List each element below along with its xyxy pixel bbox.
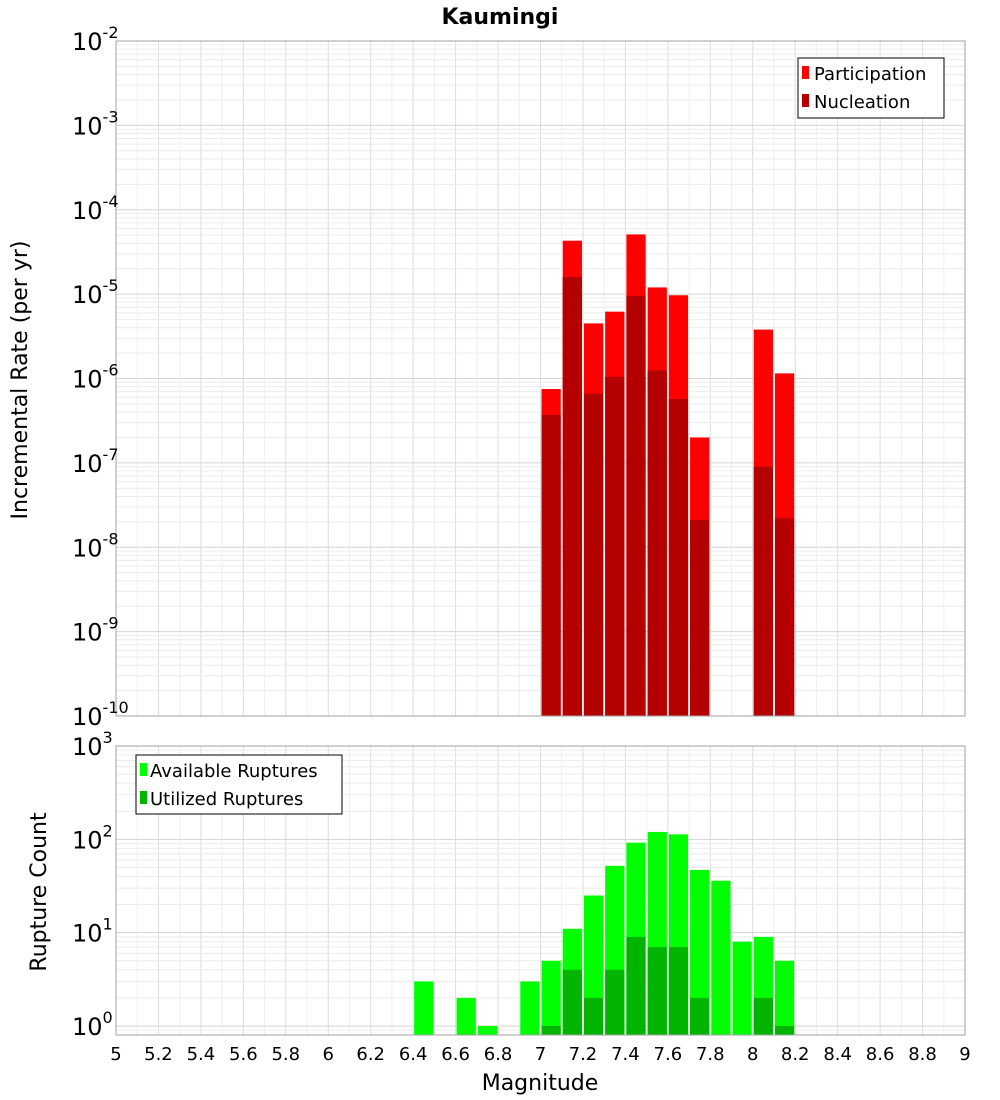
count-panel: 100 101 102 103 Rupture Count Available Rup… bbox=[27, 728, 971, 1096]
rate-bar-series2 bbox=[753, 466, 773, 716]
rate-y-tick-label: 10-2 bbox=[72, 23, 119, 56]
rate-bar-series2 bbox=[647, 370, 667, 716]
x-tick-label: 5.2 bbox=[144, 1044, 173, 1065]
x-tick-label: 6.8 bbox=[484, 1044, 513, 1065]
count-bar-series2 bbox=[583, 997, 604, 1035]
rate-bar-series2 bbox=[562, 276, 582, 716]
rate-y-tick-label: 10-6 bbox=[72, 361, 119, 394]
count-bar-series2 bbox=[626, 936, 646, 1035]
x-axis-label: Magnitude bbox=[482, 1071, 599, 1096]
legend-label-utilized: Utilized Ruptures bbox=[150, 789, 303, 810]
rate-y-tick-label: 10-8 bbox=[72, 529, 119, 562]
count-bar-series2 bbox=[690, 997, 710, 1035]
count-legend-box bbox=[135, 754, 343, 815]
x-tick-label: 7 bbox=[535, 1044, 546, 1065]
legend-swatch-participation bbox=[802, 66, 809, 79]
rate-legend: Participation Nucleation bbox=[797, 57, 945, 119]
rate-y-tick-label: 10-3 bbox=[72, 107, 119, 140]
rate-bar-series2 bbox=[541, 414, 561, 716]
x-tick-label: 8.8 bbox=[908, 1044, 937, 1065]
count-bar-series2 bbox=[647, 947, 667, 1035]
x-tick-label: 5 bbox=[110, 1044, 121, 1065]
legend-label-available: Available Ruptures bbox=[150, 761, 318, 782]
x-tick-label: 8.6 bbox=[866, 1044, 895, 1065]
rate-y-tick-label: 10-10 bbox=[72, 698, 129, 731]
rate-y-tick-labels: 10-10 10-9 10-8 10-7 10-6 10-5 10-4 10-3 10-2 bbox=[72, 23, 129, 731]
x-tick-label: 6.4 bbox=[399, 1044, 428, 1065]
x-tick-label: 8 bbox=[747, 1044, 758, 1065]
x-tick-label: 5.6 bbox=[229, 1044, 258, 1065]
rate-bar-series2 bbox=[626, 296, 646, 716]
count-bar-series2 bbox=[605, 969, 625, 1035]
x-tick-label: 8.2 bbox=[781, 1044, 810, 1065]
legend-swatch-utilized bbox=[140, 791, 147, 804]
x-tick-label: 5.8 bbox=[271, 1044, 300, 1065]
x-tick-label: 7.8 bbox=[696, 1044, 725, 1065]
count-bar-series1 bbox=[414, 981, 434, 1035]
x-tick-label: 6 bbox=[323, 1044, 334, 1065]
count-bars bbox=[414, 831, 795, 1035]
rate-y-axis-label: Incremental Rate (per yr) bbox=[8, 241, 33, 520]
count-bar-series2 bbox=[774, 1025, 795, 1035]
x-tick-labels: 5 5.2 5.4 5.6 5.8 6 6.2 6.4 6.6 6.8 7 7.2 7.4 7.6 7.8 8… bbox=[110, 1044, 970, 1065]
rate-bar-series2 bbox=[583, 393, 604, 716]
x-tick-label: 8.4 bbox=[823, 1044, 852, 1065]
x-tick-label: 7.6 bbox=[654, 1044, 683, 1065]
count-plot-border bbox=[115, 745, 966, 1036]
rate-y-tick-label: 10-4 bbox=[72, 192, 119, 225]
count-y-tick-labels: 100 101 102 103 bbox=[72, 728, 113, 1041]
rate-y-tick-label: 10-9 bbox=[72, 614, 119, 647]
count-bar-series1 bbox=[477, 1025, 498, 1035]
rate-bar-series2 bbox=[605, 376, 625, 716]
count-bar-series1 bbox=[711, 880, 731, 1035]
chart-title: Kaumingi bbox=[442, 5, 559, 30]
rate-bar-series2 bbox=[690, 520, 710, 716]
count-bar-series1 bbox=[732, 941, 752, 1035]
count-y-tick-label: 100 bbox=[72, 1008, 113, 1041]
rate-bar-series2 bbox=[668, 399, 689, 716]
x-tick-label: 6.2 bbox=[356, 1044, 385, 1065]
rate-bar-series2 bbox=[774, 518, 795, 716]
count-bar-series1 bbox=[456, 997, 476, 1035]
count-bar-series2 bbox=[541, 1025, 561, 1035]
rate-panel: 10-10 10-9 10-8 10-7 10-6 10-5 10-4 10-3 10-2 In… bbox=[8, 23, 966, 731]
rate-legend-box bbox=[797, 57, 945, 119]
count-bar-series1 bbox=[690, 869, 710, 1035]
x-tick-label: 9 bbox=[959, 1044, 970, 1065]
rate-y-tick-label: 10-7 bbox=[72, 445, 119, 478]
rate-gridlines bbox=[115, 40, 966, 717]
legend-swatch-nucleation bbox=[802, 94, 809, 107]
count-y-tick-label: 102 bbox=[72, 821, 113, 854]
count-legend: Available Ruptures Utilized Ruptures bbox=[135, 754, 343, 815]
count-bar-series2 bbox=[562, 969, 582, 1035]
x-tick-label: 6.6 bbox=[441, 1044, 470, 1065]
x-tick-label: 7.2 bbox=[569, 1044, 598, 1065]
count-y-tick-label: 103 bbox=[72, 728, 113, 761]
legend-swatch-available bbox=[140, 763, 147, 776]
count-bar-series1 bbox=[774, 960, 795, 1035]
count-bar-series1 bbox=[541, 960, 561, 1035]
x-tick-label: 7.4 bbox=[611, 1044, 640, 1065]
count-bar-series2 bbox=[753, 997, 773, 1035]
x-tick-label: 5.4 bbox=[187, 1044, 216, 1065]
legend-label-nucleation: Nucleation bbox=[814, 92, 910, 113]
rate-bars bbox=[541, 234, 795, 717]
count-y-axis-label: Rupture Count bbox=[27, 812, 52, 972]
rate-y-tick-label: 10-5 bbox=[72, 276, 119, 309]
rate-plot-border bbox=[115, 40, 966, 717]
count-y-tick-label: 101 bbox=[72, 915, 113, 948]
count-bar-series2 bbox=[668, 947, 689, 1035]
legend-label-participation: Participation bbox=[814, 64, 926, 85]
count-bar-series1 bbox=[520, 981, 540, 1035]
